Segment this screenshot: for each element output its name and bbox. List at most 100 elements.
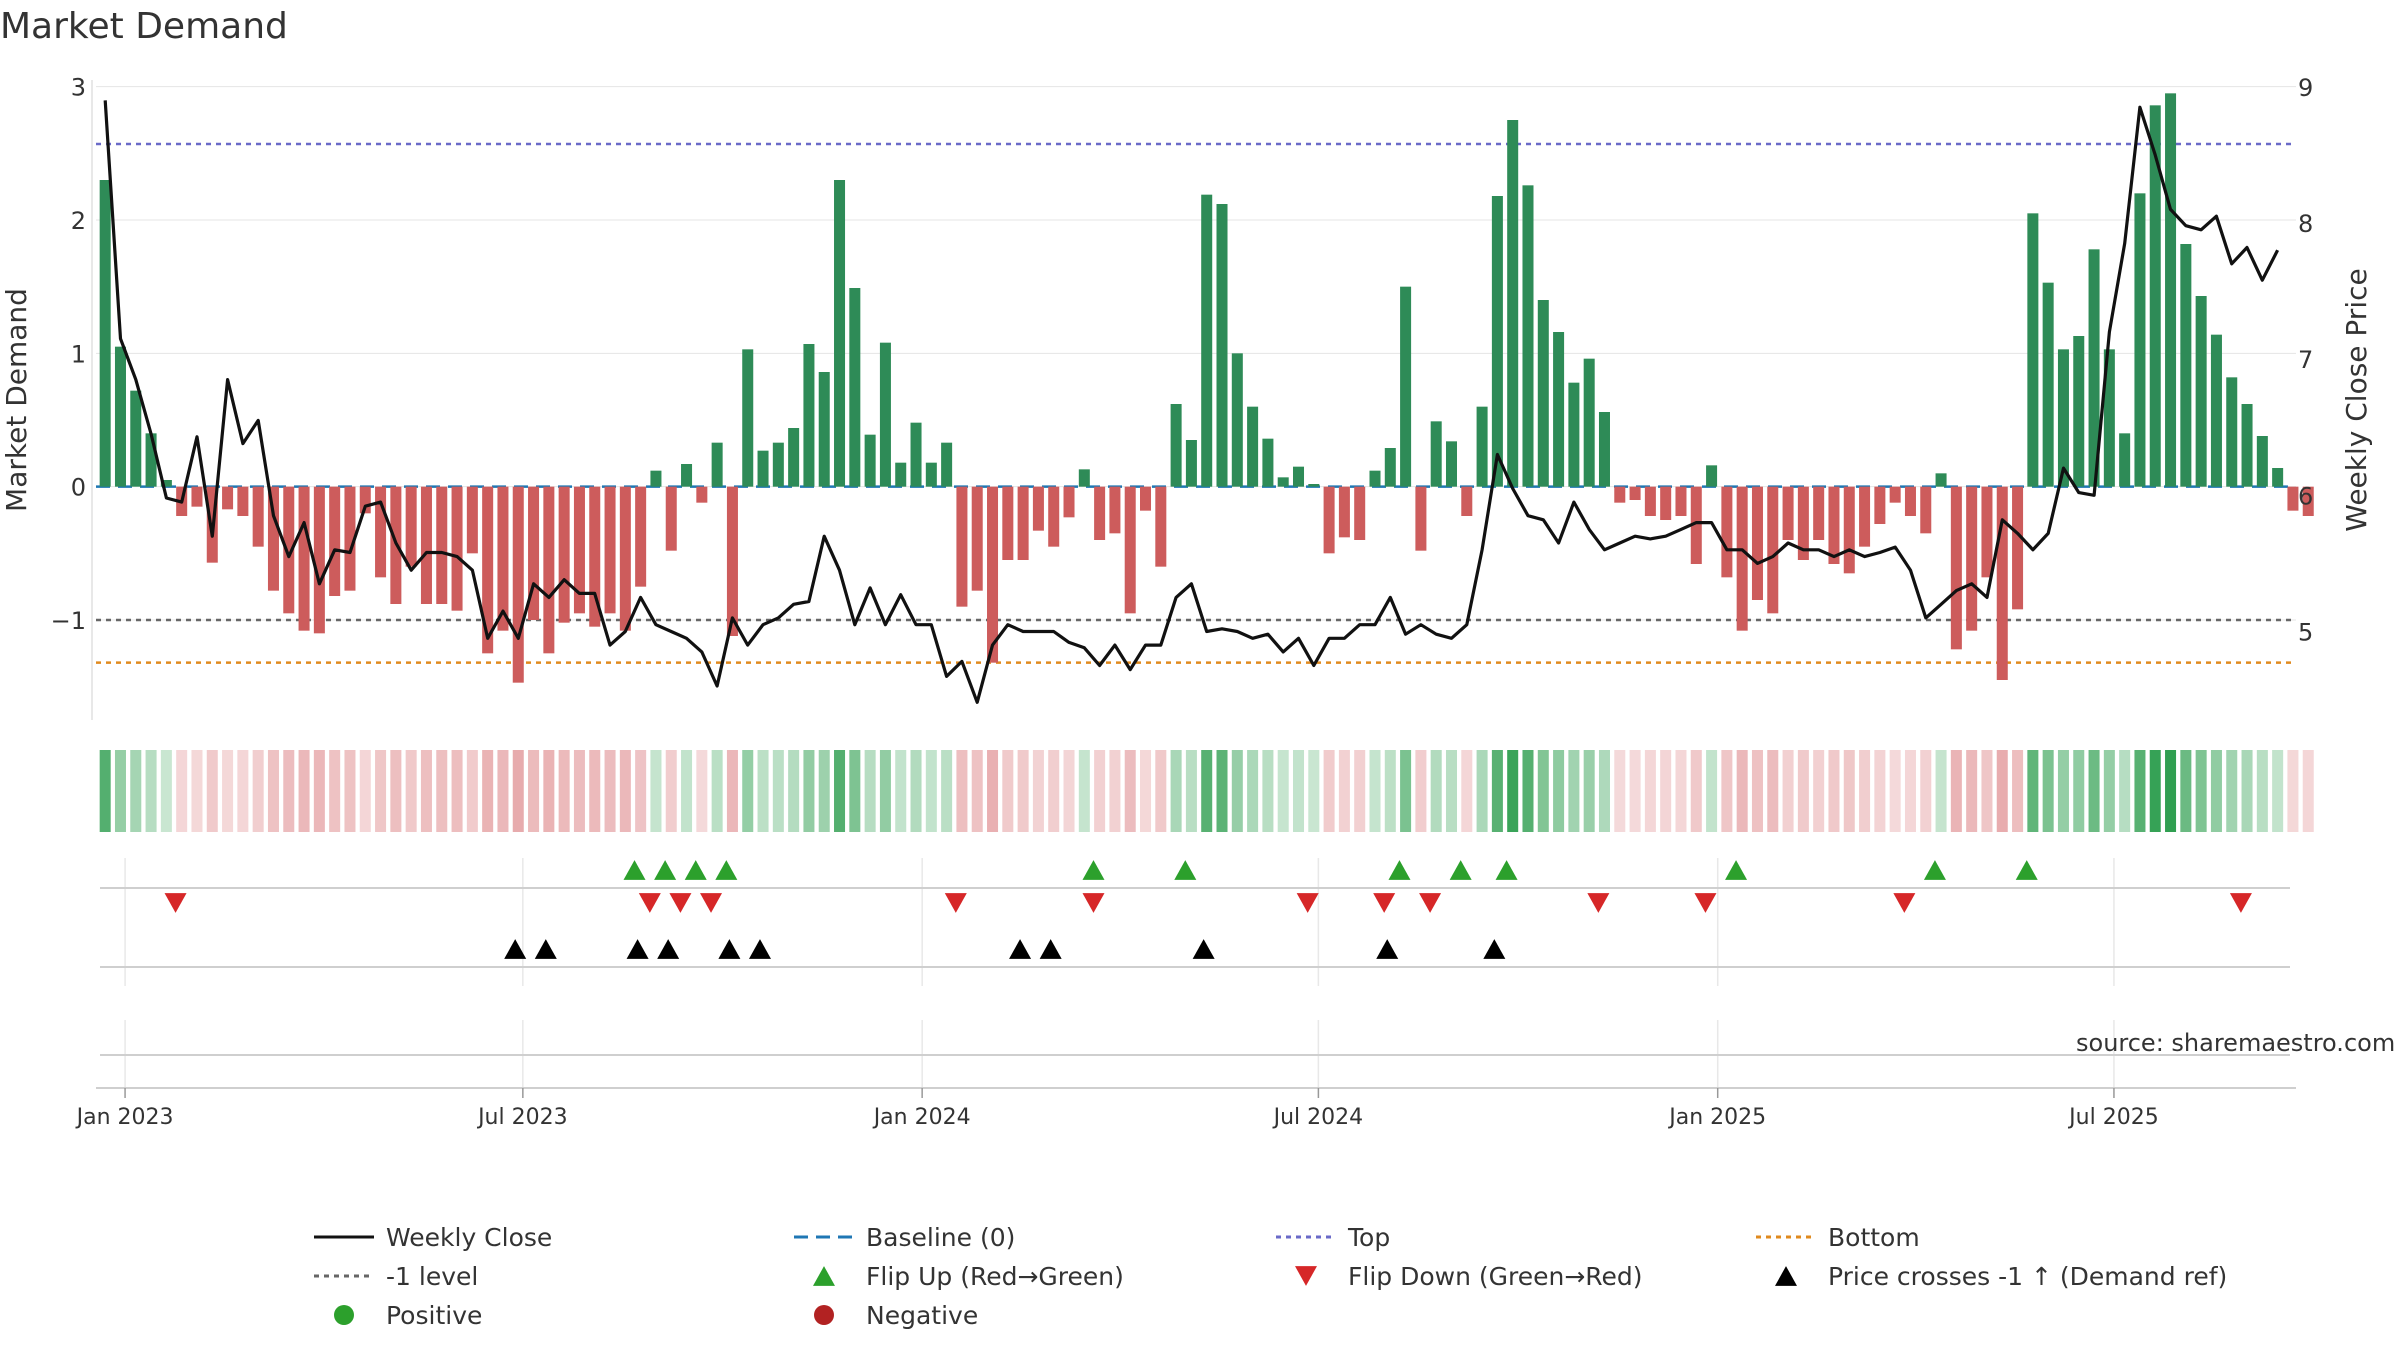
heat-cell bbox=[313, 750, 325, 832]
close-line-group bbox=[103, 100, 2280, 704]
demand-bar bbox=[1935, 473, 1947, 487]
heat-cell bbox=[941, 750, 953, 832]
demand-bar bbox=[2057, 349, 2069, 487]
heat-cell bbox=[2210, 750, 2222, 832]
demand-bar bbox=[2012, 486, 2024, 610]
heat-cell bbox=[1338, 750, 1350, 832]
heat-cell bbox=[895, 750, 907, 832]
heat-cell bbox=[2103, 750, 2115, 832]
demand-bar bbox=[1201, 194, 1213, 487]
demand-bar bbox=[1690, 486, 1702, 564]
heat-cell bbox=[1017, 750, 1029, 832]
legend-swatch bbox=[1295, 1266, 1317, 1286]
heat-cell bbox=[2272, 750, 2284, 832]
flip-up-marker bbox=[684, 860, 707, 880]
heat-cell bbox=[1751, 750, 1763, 832]
demand-bar bbox=[1216, 204, 1228, 487]
demand-bar bbox=[2256, 436, 2268, 487]
flip-down-marker bbox=[669, 893, 692, 913]
demand-bar bbox=[329, 486, 341, 596]
heat-cell bbox=[742, 750, 754, 832]
heat-cell bbox=[1430, 750, 1442, 832]
legend-swatch bbox=[813, 1266, 835, 1286]
demand-bar bbox=[818, 372, 830, 487]
heat-cell bbox=[298, 750, 310, 832]
heat-cell bbox=[329, 750, 341, 832]
demand-bar bbox=[941, 442, 953, 487]
heat-cell bbox=[420, 750, 432, 832]
demand-bar bbox=[482, 486, 494, 654]
demand-bar bbox=[1063, 486, 1075, 518]
demand-bar bbox=[267, 486, 279, 591]
y-tick-label-left: −1 bbox=[51, 607, 86, 635]
price-cross-marker bbox=[748, 939, 771, 959]
heat-cell bbox=[788, 750, 800, 832]
legend-item: Weekly Close bbox=[314, 1223, 552, 1252]
heat-cell bbox=[1874, 750, 1886, 832]
demand-bar bbox=[895, 462, 907, 487]
demand-bar bbox=[1874, 486, 1886, 524]
demand-bar bbox=[2302, 486, 2314, 516]
left-axis: 3 2 1 0 −1 bbox=[51, 74, 93, 720]
demand-bar bbox=[191, 486, 203, 507]
legend-label: Negative bbox=[866, 1301, 978, 1330]
demand-bar bbox=[971, 486, 983, 591]
heat-cell bbox=[2134, 750, 2146, 832]
heat-cell bbox=[711, 750, 723, 832]
heat-cell bbox=[1859, 750, 1871, 832]
heat-cell bbox=[604, 750, 616, 832]
demand-bar bbox=[1430, 421, 1442, 487]
demand-bar bbox=[2165, 93, 2177, 487]
heat-cell bbox=[1660, 750, 1672, 832]
heat-cell bbox=[2180, 750, 2192, 832]
heat-cell bbox=[1078, 750, 1090, 832]
demand-bar bbox=[1155, 486, 1167, 567]
demand-bar bbox=[313, 486, 325, 634]
heat-cell bbox=[1354, 750, 1366, 832]
legend-item: -1 level bbox=[314, 1262, 478, 1291]
heat-cell bbox=[1491, 750, 1503, 832]
demand-bar bbox=[1583, 358, 1595, 487]
heat-cell bbox=[1675, 750, 1687, 832]
demand-bar bbox=[788, 428, 800, 487]
demand-bar bbox=[1140, 486, 1152, 511]
heat-cell bbox=[528, 750, 540, 832]
flip-down-marker bbox=[1373, 893, 1396, 913]
demand-bar bbox=[1078, 469, 1090, 487]
demand-bar bbox=[650, 470, 662, 487]
source-note: source: sharemaestro.com bbox=[2076, 1029, 2395, 1057]
legend-item: Positive bbox=[334, 1301, 482, 1330]
demand-bar bbox=[2241, 404, 2253, 487]
demand-bar bbox=[925, 462, 937, 487]
heat-cell bbox=[1140, 750, 1152, 832]
demand-bar bbox=[726, 486, 738, 636]
flip-up-marker bbox=[1449, 860, 1472, 880]
demand-bar bbox=[1017, 486, 1029, 560]
demand-bar bbox=[864, 434, 876, 487]
demand-bar bbox=[1721, 486, 1733, 578]
demand-bar bbox=[2226, 377, 2238, 487]
demand-bar bbox=[1950, 486, 1962, 650]
source-panel bbox=[96, 1020, 2296, 1089]
demand-bar bbox=[1706, 465, 1718, 487]
demand-bar bbox=[1247, 406, 1259, 487]
heat-cell bbox=[1369, 750, 1381, 832]
demand-bar bbox=[589, 486, 601, 627]
heat-cell bbox=[772, 750, 784, 832]
heat-cell bbox=[696, 750, 708, 832]
heat-cell bbox=[145, 750, 157, 832]
legend-label: Top bbox=[1347, 1223, 1390, 1252]
heat-cell bbox=[512, 750, 524, 832]
flip-down-marker bbox=[638, 893, 661, 913]
heat-cell bbox=[1216, 750, 1228, 832]
heat-cell bbox=[451, 750, 463, 832]
heat-cell bbox=[1828, 750, 1840, 832]
demand-bar bbox=[1124, 486, 1136, 614]
flip-down-marker bbox=[944, 893, 967, 913]
legend-item: Flip Up (Red→Green) bbox=[813, 1262, 1124, 1291]
heat-cell bbox=[987, 750, 999, 832]
heat-cell bbox=[910, 750, 922, 832]
heat-cell bbox=[1201, 750, 1213, 832]
legend-label: Price crosses -1 ↑ (Demand ref) bbox=[1828, 1262, 2227, 1291]
